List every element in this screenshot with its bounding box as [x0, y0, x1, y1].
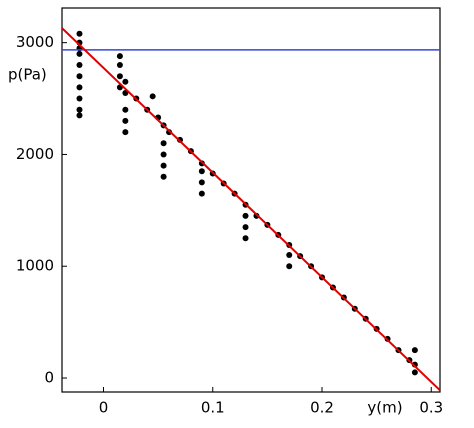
data-point	[411, 369, 418, 376]
data-point	[253, 212, 260, 219]
data-point	[149, 93, 156, 100]
data-point	[116, 53, 123, 60]
data-point	[198, 190, 205, 197]
data-point	[242, 235, 249, 242]
y-tick-label: 1000	[16, 257, 54, 275]
data-point	[76, 73, 83, 80]
data-point	[76, 106, 83, 113]
x-axis-label: y(m)	[367, 399, 402, 417]
y-tick-label: 0	[44, 369, 54, 387]
data-point	[122, 78, 129, 85]
y-tick-label: 3000	[16, 33, 54, 51]
data-point	[116, 62, 123, 69]
x-tick-label: 0.1	[201, 399, 225, 417]
data-point	[76, 112, 83, 119]
x-tick-label: 0.2	[310, 399, 334, 417]
data-point	[76, 84, 83, 91]
data-point	[160, 140, 167, 147]
data-point	[122, 106, 129, 113]
data-point	[242, 224, 249, 231]
data-point	[76, 50, 83, 57]
data-point	[160, 162, 167, 169]
data-point	[160, 173, 167, 180]
fit-line	[62, 27, 440, 392]
data-point	[116, 73, 123, 80]
data-point	[286, 252, 293, 259]
data-point	[198, 179, 205, 186]
y-axis-label: p(Pa)	[8, 66, 47, 84]
data-point	[76, 95, 83, 102]
plot-frame	[61, 7, 441, 393]
x-tick-label: 0	[99, 399, 109, 417]
x-tick-label: 0.3	[419, 399, 443, 417]
data-point	[122, 117, 129, 124]
data-point	[411, 347, 418, 354]
data-point	[286, 263, 293, 270]
data-point	[76, 30, 83, 37]
data-point	[160, 151, 167, 158]
y-tick-label: 2000	[16, 145, 54, 163]
data-point	[198, 168, 205, 175]
data-point	[76, 62, 83, 69]
data-point	[242, 212, 249, 219]
data-point	[122, 129, 129, 136]
